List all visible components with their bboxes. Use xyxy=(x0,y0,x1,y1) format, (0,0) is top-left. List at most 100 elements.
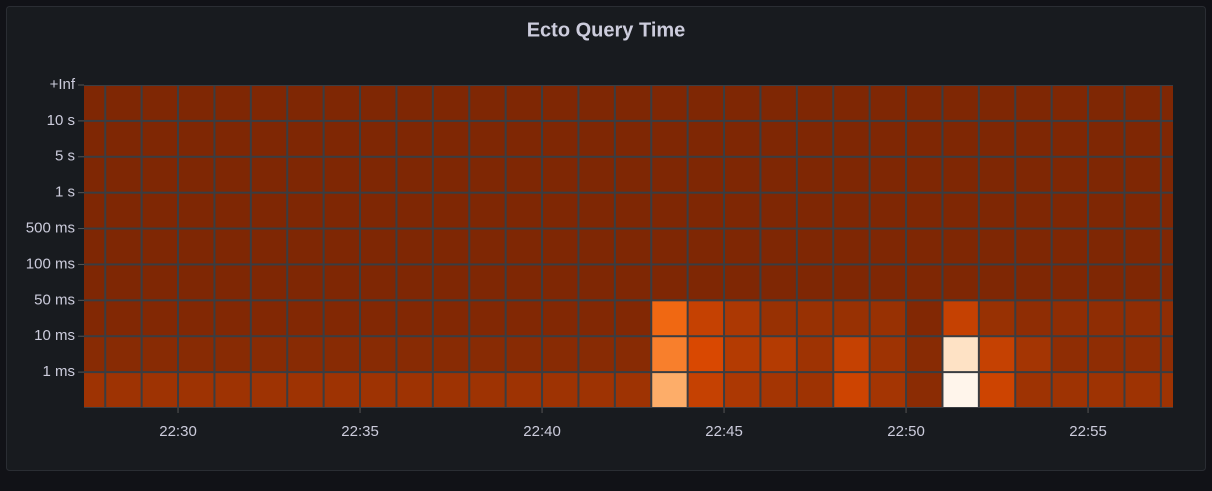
heatmap-cell xyxy=(361,265,396,300)
heatmap-cell xyxy=(361,373,396,407)
heatmap-cell xyxy=(834,86,869,120)
heatmap-cell xyxy=(725,301,760,336)
heatmap-cell xyxy=(84,229,105,264)
heatmap-cell xyxy=(1125,337,1160,372)
heatmap-cell xyxy=(1052,229,1088,264)
heatmap-cell xyxy=(1161,301,1173,336)
heatmap-cell xyxy=(397,337,432,372)
heatmap-cell xyxy=(834,157,869,192)
heatmap-cell xyxy=(142,157,178,192)
heatmap-cell xyxy=(84,265,105,300)
heatmap-cell xyxy=(543,337,578,372)
heatmap-cell xyxy=(361,121,396,156)
heatmap-cell xyxy=(470,265,505,300)
heatmap-cell xyxy=(433,157,469,192)
heatmap-cell xyxy=(907,337,942,372)
heatmap-cell xyxy=(397,373,432,407)
heatmap-cell xyxy=(1016,301,1051,336)
heatmap-cell xyxy=(652,86,687,120)
heatmap-cell xyxy=(142,121,178,156)
heatmap-cell xyxy=(579,373,614,407)
heatmap-cell xyxy=(797,86,833,120)
heatmap-cell xyxy=(761,86,796,120)
heatmap-cell xyxy=(943,86,978,120)
heatmap-cell xyxy=(397,121,432,156)
y-tick-label: 100 ms xyxy=(26,255,75,272)
heatmap-cell xyxy=(907,229,942,264)
heatmap-cell xyxy=(979,301,1015,336)
heatmap-cell xyxy=(106,373,141,407)
heatmap-cell xyxy=(1125,193,1160,228)
heatmap-cell xyxy=(506,157,542,192)
heatmap-cell xyxy=(106,193,141,228)
heatmap-cell xyxy=(215,373,250,407)
heatmap-cell xyxy=(506,301,542,336)
heatmap-cell xyxy=(324,373,360,407)
heatmap-cell xyxy=(943,337,978,372)
heatmap-cell xyxy=(288,86,323,120)
y-tick-label: 1 s xyxy=(55,184,75,201)
x-tick-label: 22:40 xyxy=(523,423,561,440)
heatmap-cell xyxy=(506,373,542,407)
heatmap-cell xyxy=(979,337,1015,372)
heatmap-cell xyxy=(943,265,978,300)
heatmap-cell xyxy=(543,265,578,300)
heatmap-cell xyxy=(907,265,942,300)
heatmap-cell xyxy=(470,86,505,120)
heatmap-cell xyxy=(179,157,214,192)
heatmap-cell xyxy=(1016,121,1051,156)
heatmap-cell xyxy=(106,265,141,300)
heatmap-cell xyxy=(1089,337,1124,372)
heatmap-cell xyxy=(907,86,942,120)
heatmap-cell xyxy=(1016,337,1051,372)
heatmap-cell xyxy=(288,265,323,300)
heatmap-cell xyxy=(579,157,614,192)
heatmap-cell xyxy=(797,301,833,336)
heatmap-cell xyxy=(725,193,760,228)
heatmap-cell xyxy=(433,229,469,264)
heatmap-cell xyxy=(979,157,1015,192)
heatmap-cell xyxy=(834,337,869,372)
heatmap-cell xyxy=(979,193,1015,228)
heatmap-cell xyxy=(84,193,105,228)
y-tick-label: 50 ms xyxy=(34,291,75,308)
y-tick-label: +Inf xyxy=(50,76,76,93)
heatmap-cell xyxy=(106,301,141,336)
heatmap-cell xyxy=(506,337,542,372)
heatmap-cell xyxy=(761,193,796,228)
heatmap-cell xyxy=(361,193,396,228)
heatmap-cell xyxy=(652,337,687,372)
heatmap-cell xyxy=(615,301,651,336)
heatmap-cell xyxy=(688,157,724,192)
heatmap-cell xyxy=(870,373,906,407)
heatmap-cell xyxy=(725,265,760,300)
heatmap-cell xyxy=(725,86,760,120)
heatmap-cell xyxy=(943,121,978,156)
x-tick-label: 22:30 xyxy=(159,423,197,440)
heatmap-cell xyxy=(84,337,105,372)
heatmap-cell xyxy=(470,301,505,336)
y-tick-label: 5 s xyxy=(55,148,75,165)
heatmap-cell xyxy=(725,121,760,156)
heatmap-cell xyxy=(142,265,178,300)
heatmap-cell xyxy=(797,229,833,264)
heatmap-cell xyxy=(834,373,869,407)
heatmap-cell xyxy=(943,193,978,228)
heatmap-cell xyxy=(834,193,869,228)
y-tick-label: 1 ms xyxy=(42,363,75,380)
heatmap-cell xyxy=(797,157,833,192)
heatmap-cell xyxy=(579,193,614,228)
heatmap-cell xyxy=(761,229,796,264)
heatmap-cell xyxy=(615,337,651,372)
heatmap-cell xyxy=(106,337,141,372)
heatmap-cell xyxy=(979,121,1015,156)
heatmap-cell xyxy=(834,229,869,264)
heatmap-cell xyxy=(1052,373,1088,407)
heatmap-cell xyxy=(106,229,141,264)
heatmap-cell xyxy=(834,301,869,336)
heatmap-cell xyxy=(907,157,942,192)
heatmap-cell xyxy=(142,337,178,372)
heatmap-cell xyxy=(215,86,250,120)
heatmap-cell xyxy=(433,121,469,156)
